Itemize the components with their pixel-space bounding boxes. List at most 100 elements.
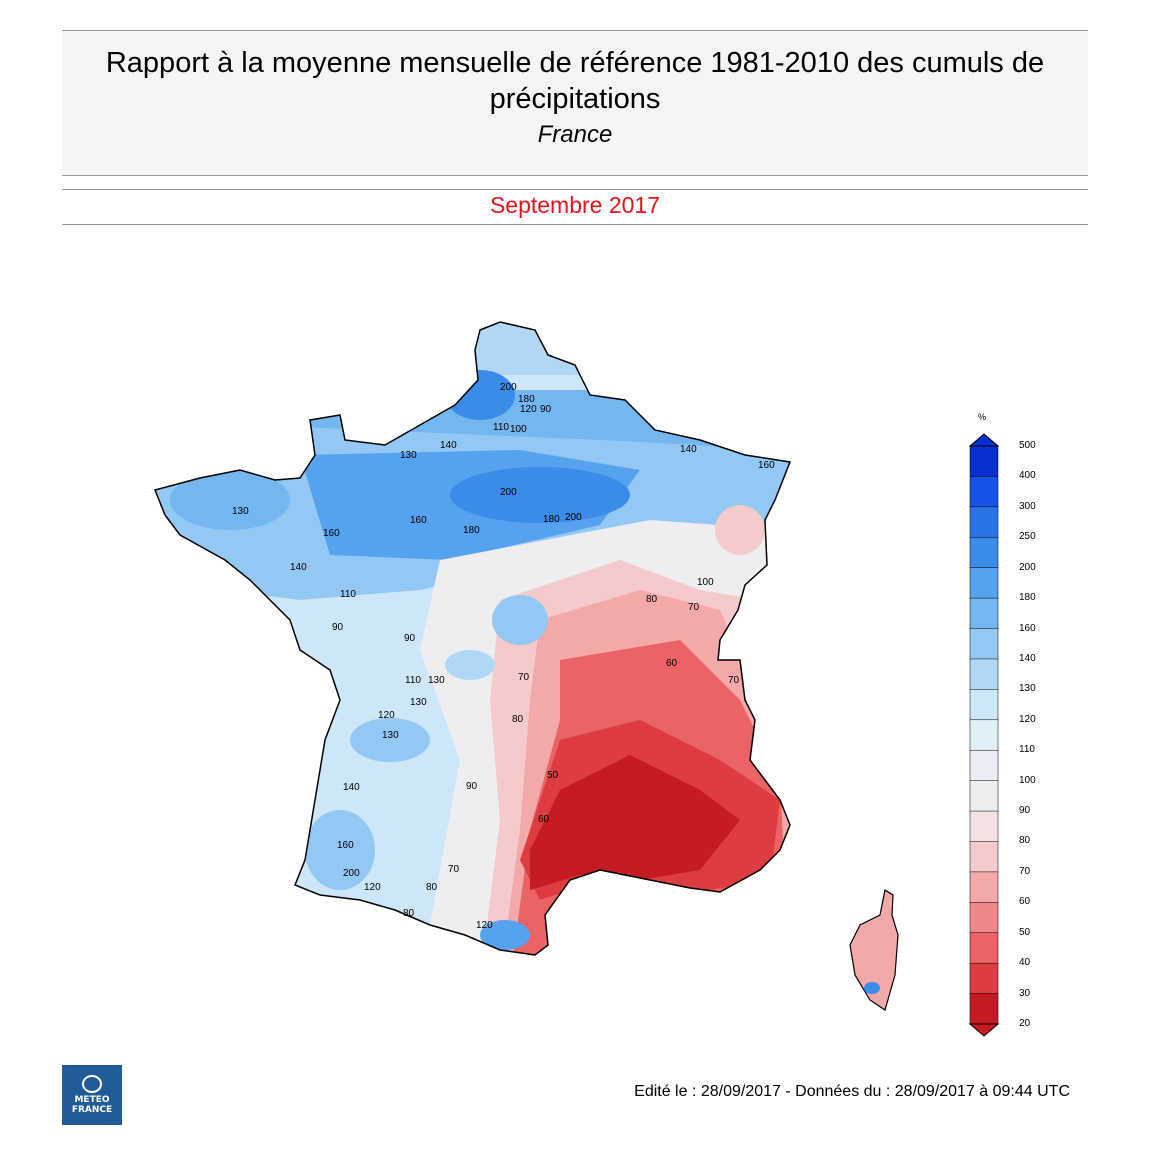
- header-panel: [62, 30, 1088, 176]
- contour-label: 80: [403, 908, 415, 919]
- legend-label: 80: [1019, 835, 1031, 847]
- legend-label: 300: [1019, 500, 1036, 512]
- legend-label: 120: [1019, 713, 1036, 725]
- footer-edited: Edité le : 28/09/2017 - Données du : 28/…: [634, 1083, 1070, 1100]
- legend-swatch: [969, 993, 999, 1025]
- legend-label: 200: [1019, 561, 1036, 573]
- contour-label: 80: [512, 714, 524, 725]
- legend-label: 90: [1019, 805, 1031, 817]
- contour-label: 140: [343, 782, 360, 793]
- contour-label: 180: [518, 394, 535, 405]
- meteo-france-logo: METEO FRANCE: [62, 1065, 122, 1125]
- contour-label: 160: [337, 840, 354, 851]
- contour-label: 80: [646, 594, 658, 605]
- legend-arrow-up: [968, 433, 1000, 447]
- legend-swatch: [969, 810, 999, 843]
- legend-swatch: [969, 445, 999, 478]
- meteo-france-logo-icon: [82, 1075, 102, 1093]
- legend-label: 160: [1019, 622, 1036, 634]
- contour-label: 160: [758, 460, 775, 471]
- contour-label: 100: [697, 577, 714, 588]
- legend-swatch: [969, 902, 999, 934]
- legend-label: 100: [1019, 774, 1036, 786]
- legend-swatch: [969, 749, 999, 782]
- contour-label: 200: [500, 382, 517, 393]
- legend-unit: %: [978, 412, 987, 422]
- legend-label: 60: [1019, 896, 1031, 908]
- legend-label: 250: [1019, 531, 1036, 543]
- contour-label: 120: [520, 404, 537, 415]
- contour-label: 90: [404, 633, 416, 644]
- legend-swatch: [969, 537, 999, 569]
- contour-label: 60: [666, 658, 678, 669]
- legend-label: 180: [1019, 592, 1036, 604]
- legend-label: 110: [1019, 744, 1035, 756]
- contour-label: 160: [323, 528, 340, 539]
- contour-label: 70: [688, 602, 700, 613]
- contour-label: 130: [428, 675, 445, 686]
- contour-label: 90: [332, 622, 344, 633]
- legend-label: 140: [1019, 652, 1036, 664]
- contour-label: 140: [680, 444, 697, 455]
- period-label: Septembre 2017: [489, 192, 661, 218]
- contour-label: 120: [378, 710, 395, 721]
- contour-label: 110: [405, 675, 421, 686]
- contour-label: 200: [565, 512, 582, 523]
- contour-label: 60: [538, 814, 550, 825]
- legend-swatch: [969, 658, 999, 691]
- contour-label: 140: [440, 440, 457, 451]
- legend-colorbar: [968, 433, 1000, 1037]
- corsica-map: [849, 889, 899, 1011]
- contour-label: 80: [426, 882, 438, 893]
- legend-swatch: [969, 962, 999, 995]
- legend-swatch: [969, 476, 999, 508]
- legend-label: 400: [1019, 470, 1036, 482]
- legend-swatch: [969, 932, 999, 964]
- legend-label: 70: [1019, 865, 1031, 877]
- legend-swatch: [969, 719, 999, 751]
- contour-label: 50: [547, 770, 559, 781]
- contour-label: 200: [500, 487, 517, 498]
- legend-label: 20: [1019, 1018, 1031, 1029]
- map-subtitle: France: [537, 121, 613, 148]
- contour-label: 120: [364, 882, 381, 893]
- contour-label: 180: [543, 514, 560, 525]
- contour-label: 160: [410, 515, 427, 526]
- contour-label: 70: [728, 675, 740, 686]
- contour-label: 130: [410, 697, 427, 708]
- legend-label: 50: [1019, 926, 1031, 938]
- legend-swatch: [969, 506, 999, 539]
- legend-label: 40: [1019, 957, 1031, 969]
- contour-label: 200: [343, 868, 360, 879]
- precipitation-field: [155, 322, 790, 955]
- contour-label: 140: [290, 562, 307, 573]
- contour-label: 100: [510, 424, 527, 435]
- contour-label: 130: [400, 450, 417, 461]
- contour-label: 120: [476, 920, 493, 931]
- legend-swatch: [969, 689, 999, 721]
- contour-label: 90: [466, 781, 478, 792]
- contour-label: 130: [382, 730, 399, 741]
- divider-top: [62, 189, 1088, 190]
- map-title: Rapport à la moyenne mensuelle de référe…: [105, 47, 1045, 115]
- legend-swatch: [969, 567, 999, 599]
- legend-label: 500: [1019, 440, 1036, 451]
- legend-swatch: [969, 780, 999, 812]
- legend-swatch: [969, 597, 999, 630]
- legend-label: 30: [1019, 987, 1031, 999]
- contour-label: 110: [340, 589, 356, 600]
- contour-label: 110: [493, 422, 509, 433]
- contour-label: 180: [463, 525, 480, 536]
- contour-labels: 200 180 120 110 90 100 140 140 160 200 1…: [232, 382, 775, 931]
- contour-label: 130: [232, 506, 249, 517]
- contour-label: 90: [540, 404, 552, 415]
- legend-label: 130: [1019, 683, 1036, 695]
- legend-swatch: [969, 871, 999, 904]
- legend-swatch: [969, 628, 999, 660]
- legend-swatch: [969, 841, 999, 873]
- contour-label: 70: [448, 864, 460, 875]
- divider-bottom: [62, 224, 1088, 225]
- contour-label: 70: [518, 672, 530, 683]
- legend-arrow-down: [968, 1023, 1000, 1037]
